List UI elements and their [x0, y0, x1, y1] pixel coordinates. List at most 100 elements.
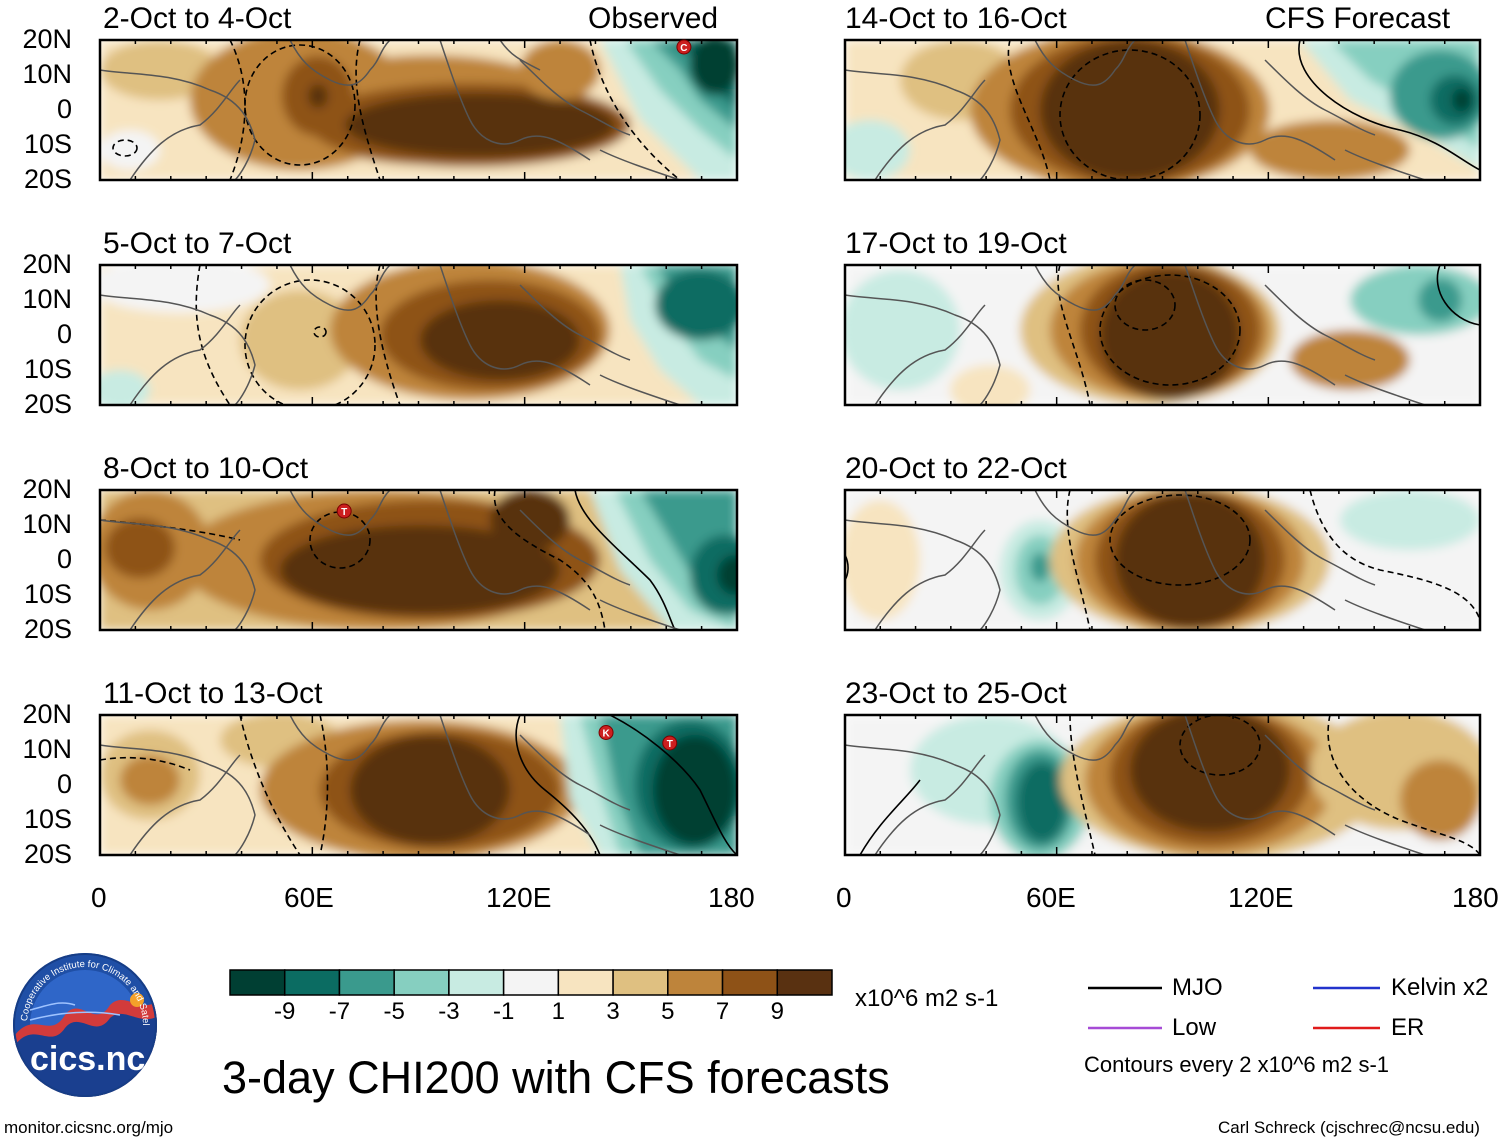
- panel-title-7: 23-Oct to 25-Oct: [845, 677, 1067, 710]
- colorbar-swatch: [721, 969, 779, 996]
- logo-sun: [130, 993, 144, 1007]
- legend-kelvin-label: Kelvin x2: [1391, 974, 1489, 1001]
- lat-label-row0: 10N: [22, 59, 72, 89]
- lon-label-left-120e: 120E: [486, 882, 552, 913]
- panel-4-contours: [1007, 40, 1480, 180]
- cics-logo: [13, 953, 157, 1097]
- lon-label-right-0: 0: [836, 882, 852, 913]
- panel-7-contours: [859, 715, 1480, 855]
- colorbar-tick-label: 9: [770, 998, 784, 1025]
- panel-0-coastlines: [100, 40, 681, 180]
- colorbar-tick-label: -7: [328, 998, 351, 1025]
- colorbar-tick-label: 3: [606, 998, 620, 1025]
- legend-er-label: ER: [1391, 1014, 1425, 1041]
- lat-label-row1: 20S: [23, 389, 72, 419]
- panel-1-field: [100, 265, 737, 405]
- colorbar-swatch: [667, 969, 724, 996]
- lat-label-row3: 20N: [22, 699, 72, 729]
- panel-4: [843, 38, 1482, 182]
- lon-label-right-180: 180: [1452, 882, 1499, 913]
- lat-label-row2: 10N: [22, 509, 72, 539]
- colorbar-swatch: [393, 969, 450, 996]
- storm-marker-letter: K: [602, 729, 610, 740]
- lat-label-row3: 0: [56, 769, 72, 799]
- panel-6-coastlines: [845, 490, 1426, 630]
- panel-title-2: 8-Oct to 10-Oct: [103, 452, 309, 485]
- colorbar-tick-label: -1: [492, 998, 515, 1025]
- storm-markers: C T K T: [336, 39, 692, 751]
- panel-3: [98, 713, 739, 857]
- panel-4-field: [845, 40, 1480, 180]
- panel-1-contours: [195, 265, 401, 405]
- legend-lines: [1088, 986, 1380, 1030]
- storm-marker-t: T: [662, 735, 678, 751]
- colorbar-tick-label: -3: [438, 998, 460, 1025]
- panel-title-3: 11-Oct to 13-Oct: [103, 677, 323, 710]
- legend-mjo-label: MJO: [1172, 974, 1223, 1001]
- panel-6-field: [845, 490, 1480, 630]
- lat-label-row0: 0: [56, 94, 72, 124]
- lat-label-row3: 10N: [22, 734, 72, 764]
- lat-label-row1: 0: [56, 319, 72, 349]
- panel-title-1: 5-Oct to 7-Oct: [103, 227, 292, 260]
- lat-label-row1: 10N: [22, 284, 72, 314]
- observed-label: Observed: [588, 2, 719, 35]
- panel-title-0: 2-Oct to 4-Oct: [103, 2, 292, 35]
- logo-ring-text: Cooperative Institute for Climate and Sa…: [5, 945, 151, 1026]
- panel-1: [98, 263, 739, 407]
- lat-label-row0: 20S: [23, 164, 72, 194]
- storm-marker-letter: T: [341, 507, 347, 518]
- lon-label-left-0: 0: [91, 882, 107, 913]
- colorbar-swatch: [776, 969, 833, 996]
- panel-3-coastlines: [100, 715, 681, 855]
- legend-contour-note: Contours every 2 x10^6 m2 s-1: [1084, 1052, 1390, 1077]
- panel-5: [843, 263, 1482, 407]
- colorbar-swatch: [557, 969, 614, 996]
- colorbar-swatch: [612, 969, 669, 996]
- colorbar-tick-label: 7: [715, 998, 730, 1025]
- storm-marker-k: K: [598, 725, 614, 740]
- panel-title-5: 17-Oct to 19-Oct: [845, 227, 1067, 260]
- lat-label-row2: 10S: [23, 579, 72, 609]
- panel-4-coastlines: [845, 40, 1426, 180]
- panel-5-field: [845, 265, 1480, 405]
- storm-marker-circle: [676, 39, 692, 55]
- lat-label-row2: 20N: [22, 474, 72, 504]
- colorbar-swatch: [338, 969, 395, 996]
- storm-marker-circle: [598, 725, 614, 740]
- forecast-label: CFS Forecast: [1265, 2, 1451, 35]
- lon-label-left-180: 180: [708, 882, 755, 913]
- colorbar-swatch: [448, 969, 505, 996]
- colorbar-swatch: [229, 969, 286, 996]
- footer-url[interactable]: monitor.cicsnc.org/mjo: [4, 1118, 174, 1137]
- axis-ticks: [99, 40, 1481, 855]
- colorbar-unit: x10^6 m2 s-1: [855, 985, 999, 1012]
- panel-1-coastlines: [100, 265, 681, 405]
- panel-3-field: [100, 715, 737, 855]
- storm-marker-letter: T: [667, 739, 673, 750]
- colorbar-tick-label: 5: [661, 998, 675, 1025]
- storm-marker-circle: [662, 735, 678, 751]
- storm-marker-circle: [336, 503, 352, 519]
- panel-2-coastlines: [100, 490, 681, 630]
- panel-title-6: 20-Oct to 22-Oct: [845, 452, 1067, 485]
- figure-title: 3-day CHI200 with CFS forecasts: [222, 1052, 890, 1103]
- lon-label-left-60e: 60E: [284, 882, 334, 913]
- lat-label-row3: 20S: [23, 839, 72, 869]
- lon-label-right-120e: 120E: [1228, 882, 1294, 913]
- lat-label-row2: 20S: [23, 614, 72, 644]
- panel-title-4: 14-Oct to 16-Oct: [845, 2, 1067, 35]
- panel-0: [98, 38, 739, 182]
- panel-7-field: [845, 715, 1480, 855]
- panel-5-contours: [1057, 265, 1480, 405]
- panel-7: [843, 713, 1482, 857]
- panel-2: [98, 488, 739, 632]
- lat-label-row0: 10S: [23, 129, 72, 159]
- lat-label-row2: 0: [56, 544, 72, 574]
- panel-6: [843, 488, 1482, 632]
- lat-label-row0: 20N: [22, 24, 72, 54]
- logo-ring-label: Cooperative Institute for Climate and Sa…: [5, 945, 151, 1026]
- footer-author: Carl Schreck (cjschrec@ncsu.edu): [1218, 1118, 1480, 1137]
- panel-0-contours: [112, 40, 681, 180]
